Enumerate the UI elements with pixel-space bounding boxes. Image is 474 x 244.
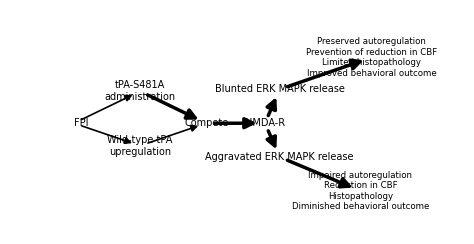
- Text: Preserved autoregulation
Prevention of reduction in CBF
Limited histopathology
I: Preserved autoregulation Prevention of r…: [306, 37, 437, 78]
- Text: Wild-type tPA
upregulation: Wild-type tPA upregulation: [108, 135, 173, 157]
- Text: NMDA-R: NMDA-R: [245, 118, 285, 128]
- Text: FPI: FPI: [74, 118, 89, 128]
- Text: Aggravated ERK MAPK release: Aggravated ERK MAPK release: [205, 152, 354, 162]
- Text: Impaired autoregulation
Reduction in CBF
Histopathology
Diminished behavioral ou: Impaired autoregulation Reduction in CBF…: [292, 171, 429, 211]
- Text: Compete: Compete: [184, 118, 228, 128]
- Text: Blunted ERK MAPK release: Blunted ERK MAPK release: [215, 84, 345, 94]
- Text: tPA-S481A
administration: tPA-S481A administration: [104, 81, 176, 102]
